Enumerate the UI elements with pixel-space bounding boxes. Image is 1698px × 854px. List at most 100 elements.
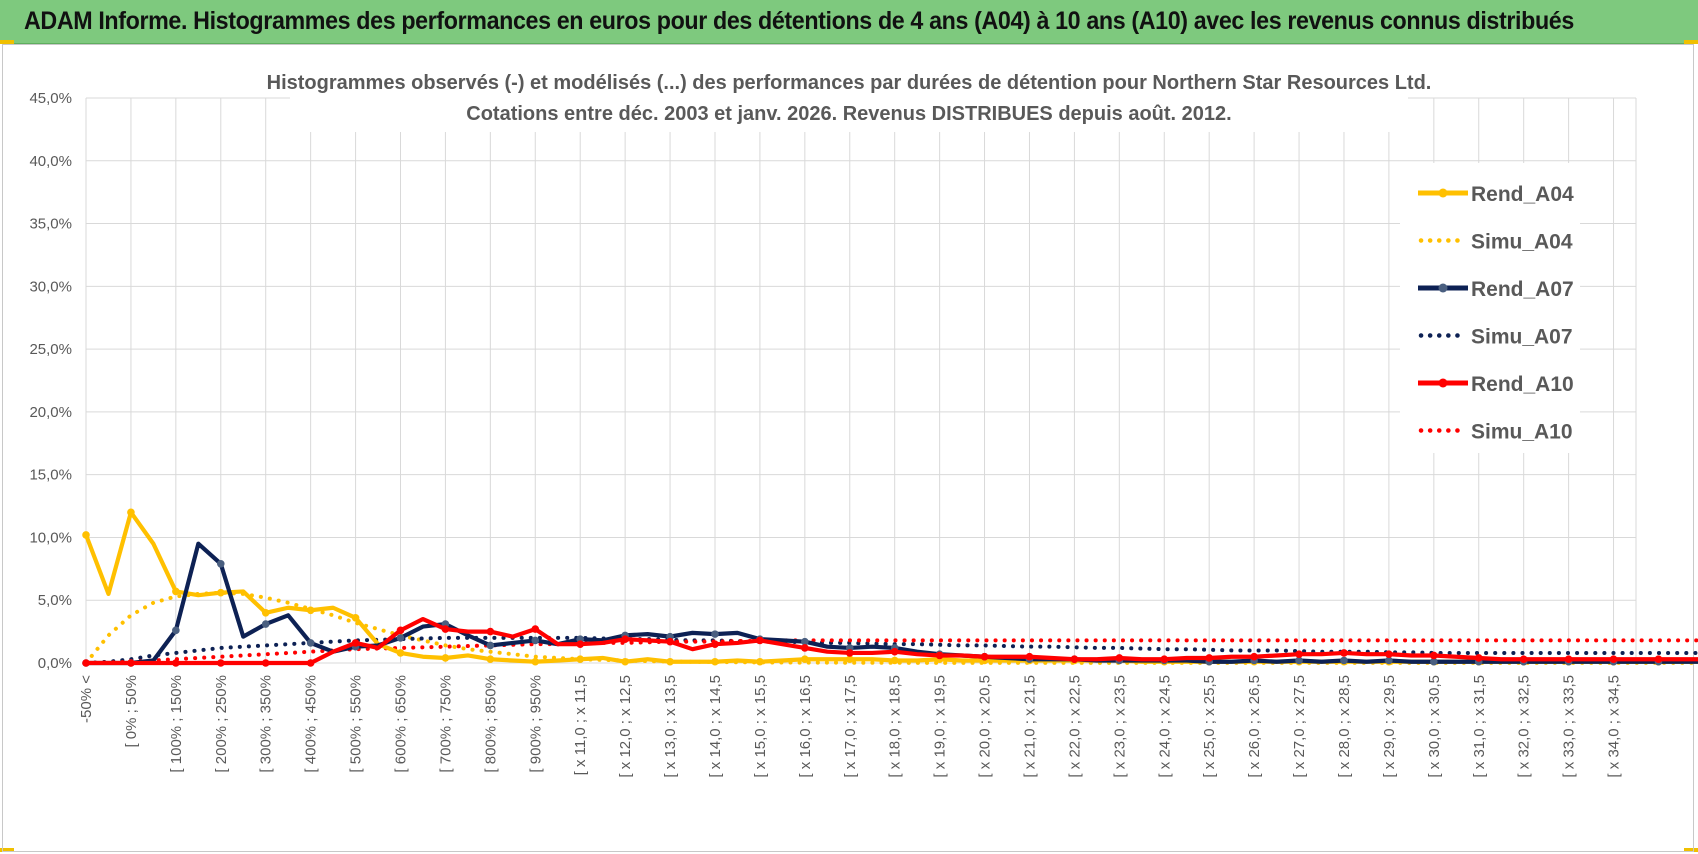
data-point: [1025, 652, 1034, 661]
data-point: [306, 659, 315, 667]
x-tick-label: [ x 16,0 ; x 16,5: [797, 675, 814, 778]
y-tick-label: 0,0%: [38, 655, 72, 672]
data-point: [1340, 649, 1348, 657]
chart-frame: [2, 44, 1694, 852]
x-tick-label: [ x 30,0 ; x 30,5: [1426, 675, 1443, 778]
chart-title-line-1: Histogrammes observés (-) et modélisés (…: [267, 72, 1432, 94]
data-point: [845, 655, 854, 664]
corner-accent-top-left: [0, 40, 14, 44]
data-point: [801, 637, 809, 646]
x-tick-label: [ x 34,0 ; x 34,5: [1606, 675, 1623, 778]
x-tick-label: [ x 33,0 ; x 33,5: [1561, 675, 1578, 778]
x-tick-label: [ x 32,0 ; x 32,5: [1516, 675, 1533, 778]
data-point: [396, 649, 405, 657]
data-point: [441, 654, 450, 662]
x-tick-label: [ x 24,0 ; x 24,5: [1156, 675, 1173, 778]
data-point: [621, 635, 629, 643]
data-point: [216, 560, 225, 568]
x-tick-label: [ 100% ; 150%: [168, 675, 185, 773]
data-point: [576, 640, 585, 648]
data-point: [261, 608, 270, 617]
series-line-Rend_A04: [84, 510, 1698, 664]
legend-label-Simu_A10: Simu_A10: [1471, 421, 1573, 444]
legend: Rend_A04 Simu_A04 Rend_A07 Simu_A07 Rend_A10…: [1400, 163, 1580, 453]
y-tick-label: 10,0%: [29, 529, 72, 546]
x-tick-label: [ 500% ; 550%: [348, 675, 365, 773]
data-point: [306, 606, 315, 615]
data-point: [1340, 656, 1348, 665]
legend-label-Rend_A07: Rend_A07: [1471, 278, 1574, 301]
x-tick-label: [ x 13,0 ; x 13,5: [662, 675, 679, 778]
chart-title-line-2: Cotations entre déc. 2003 et janv. 2026.…: [466, 103, 1231, 125]
x-tick-label: [ 0% ; 50%: [123, 675, 140, 748]
y-tick-label: 20,0%: [29, 404, 72, 421]
data-point: [1474, 654, 1483, 662]
data-point: [441, 625, 450, 633]
data-point: [172, 659, 180, 667]
y-tick-label: 15,0%: [29, 467, 72, 484]
x-tick-label: [ x 11,0 ; x 11,5: [572, 675, 589, 775]
data-point: [127, 659, 135, 667]
data-point: [666, 657, 674, 666]
x-tick-label: [ x 28,0 ; x 28,5: [1336, 675, 1353, 778]
data-point: [82, 531, 90, 539]
data-point: [486, 627, 495, 636]
x-tick-label: [ x 17,0 ; x 17,5: [842, 675, 859, 778]
data-point: [306, 639, 315, 647]
data-point: [172, 587, 180, 596]
data-point: [711, 630, 719, 638]
legend-label-Simu_A04: Simu_A04: [1471, 231, 1573, 254]
data-point: [1609, 655, 1618, 664]
y-tick-label: 25,0%: [29, 341, 72, 358]
x-tick-label: [ x 19,0 ; x 19,5: [932, 675, 949, 778]
legend-label-Rend_A10: Rend_A10: [1471, 373, 1574, 396]
data-point: [666, 637, 674, 646]
legend-label-Simu_A07: Simu_A07: [1471, 326, 1573, 349]
corner-accent-bottom-right: [1684, 848, 1698, 852]
data-point: [82, 659, 90, 667]
data-point: [1115, 654, 1124, 662]
data-point: [486, 641, 495, 650]
y-tick-label: 40,0%: [29, 153, 72, 170]
data-point: [756, 636, 764, 645]
x-tick-label: [ x 15,0 ; x 15,5: [752, 675, 769, 778]
data-point: [1385, 656, 1393, 665]
data-point: [531, 657, 540, 666]
data-point: [621, 657, 629, 666]
x-tick-label: [ x 21,0 ; x 21,5: [1021, 675, 1038, 778]
data-point: [396, 626, 405, 635]
data-point: [756, 657, 764, 666]
data-point: [711, 640, 719, 648]
data-point: [980, 652, 989, 661]
series-Rend_A10: [82, 616, 1698, 667]
series-line-Rend_A07: [86, 541, 1698, 666]
data-point: [261, 620, 270, 628]
data-point: [531, 625, 540, 633]
x-tick-label: [ 800% ; 850%: [482, 675, 499, 773]
y-tick-label: 35,0%: [29, 216, 72, 233]
x-tick-label: [ x 27,0 ; x 27,5: [1291, 675, 1308, 778]
x-tick-label: [ x 20,0 ; x 20,5: [977, 675, 994, 778]
data-point: [261, 659, 270, 667]
x-tick-label: [ 200% ; 250%: [213, 675, 230, 773]
x-tick-label: [ 400% ; 450%: [303, 675, 320, 773]
legend-marker-Rend_A10: [1438, 378, 1448, 388]
x-tick-label: [ x 18,0 ; x 18,5: [887, 675, 904, 778]
data-point: [1070, 655, 1079, 664]
legend-marker-Rend_A07: [1438, 283, 1448, 293]
data-point: [1295, 656, 1303, 665]
data-point: [1385, 650, 1393, 659]
data-point: [531, 636, 540, 645]
data-point: [1205, 654, 1213, 662]
x-tick-label: [ x 31,0 ; x 31,5: [1471, 675, 1488, 778]
x-tick-label: [ 700% ; 750%: [437, 675, 454, 773]
data-point: [351, 614, 360, 622]
data-point: [1160, 655, 1169, 664]
x-tick-label: -50% <: [78, 675, 95, 723]
data-point: [216, 659, 225, 667]
series-Rend_A04: [82, 508, 1698, 666]
data-point: [1250, 652, 1258, 661]
legend-label-Rend_A04: Rend_A04: [1471, 183, 1574, 206]
x-tick-label: [ x 29,0 ; x 29,5: [1381, 675, 1398, 778]
